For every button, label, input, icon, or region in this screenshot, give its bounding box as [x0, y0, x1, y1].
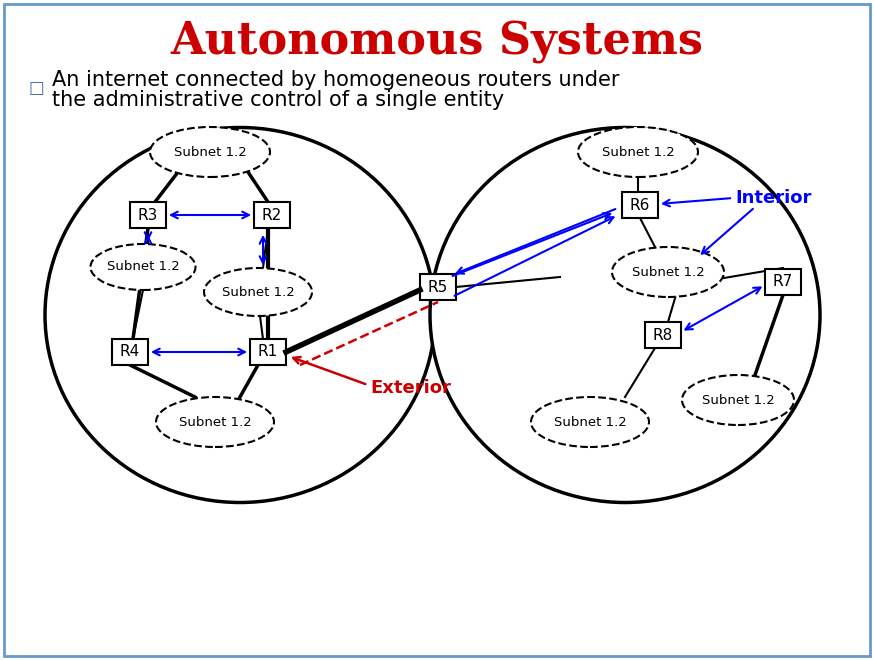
- Ellipse shape: [430, 127, 820, 502]
- Text: R1: R1: [258, 345, 278, 360]
- Ellipse shape: [204, 268, 312, 316]
- Ellipse shape: [682, 375, 794, 425]
- Text: Autonomous Systems: Autonomous Systems: [170, 20, 704, 63]
- Text: R4: R4: [120, 345, 140, 360]
- Text: An internet connected by homogeneous routers under: An internet connected by homogeneous rou…: [52, 70, 620, 90]
- FancyBboxPatch shape: [645, 322, 681, 348]
- Text: R6: R6: [630, 197, 650, 213]
- FancyBboxPatch shape: [254, 202, 290, 228]
- FancyBboxPatch shape: [130, 202, 166, 228]
- Text: Subnet 1.2: Subnet 1.2: [107, 261, 179, 273]
- Ellipse shape: [45, 127, 435, 502]
- FancyBboxPatch shape: [112, 339, 148, 365]
- Ellipse shape: [612, 247, 724, 297]
- FancyBboxPatch shape: [622, 192, 658, 218]
- Text: R3: R3: [138, 207, 158, 222]
- Text: R8: R8: [653, 327, 673, 343]
- Text: Exterior: Exterior: [370, 379, 451, 397]
- Text: Subnet 1.2: Subnet 1.2: [702, 393, 774, 407]
- Text: R5: R5: [428, 279, 448, 294]
- Text: Subnet 1.2: Subnet 1.2: [174, 145, 246, 158]
- FancyBboxPatch shape: [765, 269, 801, 295]
- Text: Subnet 1.2: Subnet 1.2: [178, 416, 252, 428]
- Text: R2: R2: [262, 207, 282, 222]
- Ellipse shape: [91, 244, 196, 290]
- FancyBboxPatch shape: [4, 4, 870, 656]
- Text: Subnet 1.2: Subnet 1.2: [553, 416, 627, 428]
- Ellipse shape: [150, 127, 270, 177]
- Text: Interior: Interior: [735, 189, 811, 207]
- Text: Subnet 1.2: Subnet 1.2: [222, 286, 295, 298]
- Ellipse shape: [578, 127, 698, 177]
- Text: the administrative control of a single entity: the administrative control of a single e…: [52, 90, 504, 110]
- Text: □: □: [28, 79, 44, 97]
- Text: Subnet 1.2: Subnet 1.2: [632, 265, 704, 279]
- FancyBboxPatch shape: [250, 339, 286, 365]
- Text: Subnet 1.2: Subnet 1.2: [601, 145, 675, 158]
- Ellipse shape: [156, 397, 274, 447]
- Text: R7: R7: [773, 275, 793, 290]
- Ellipse shape: [531, 397, 649, 447]
- FancyBboxPatch shape: [420, 274, 456, 300]
